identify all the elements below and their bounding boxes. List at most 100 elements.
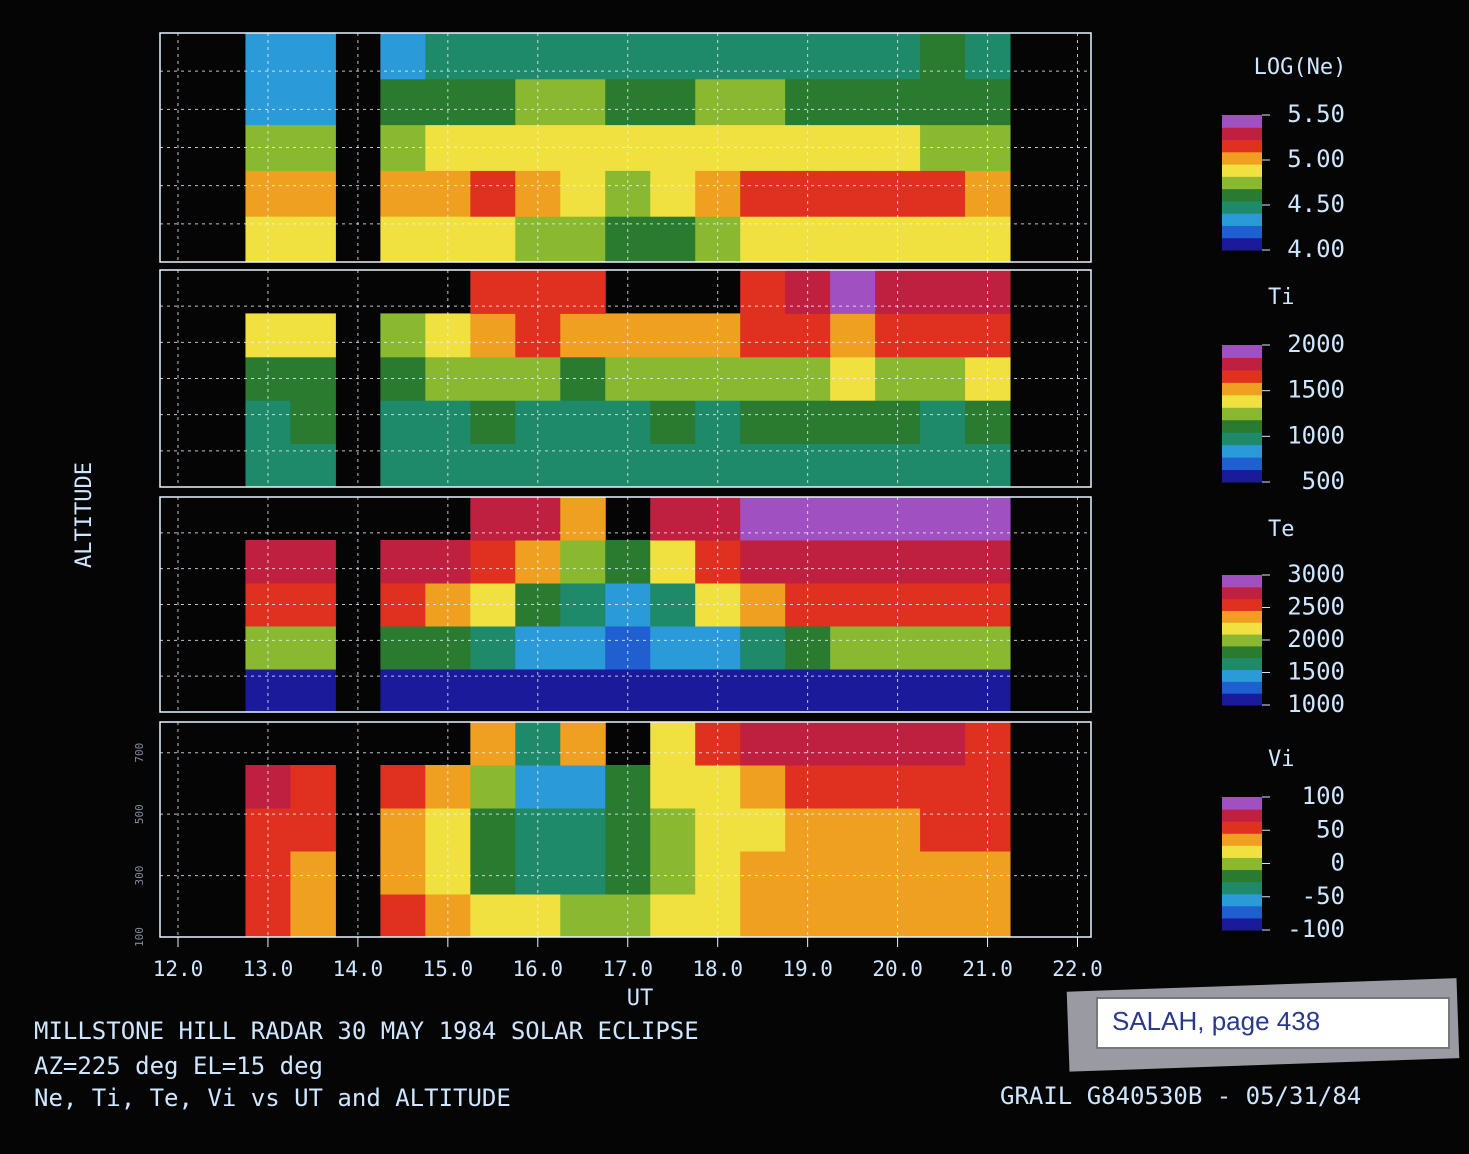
heat-cell: [650, 400, 696, 445]
heat-cell: [560, 497, 606, 541]
heat-cell: [290, 540, 336, 584]
heat-cell: [380, 313, 426, 358]
heat-cell: [875, 851, 921, 895]
heat-cell: [470, 497, 516, 541]
heat-cell: [650, 313, 696, 358]
x-tick-label: 15.0: [423, 957, 474, 981]
heat-cell: [605, 851, 651, 895]
stamp: GRAIL G840530B - 05/31/84: [1000, 1082, 1361, 1110]
colorbar-tick-label: 3000: [1287, 560, 1345, 588]
heat-cell: [740, 400, 786, 445]
colorbar-swatch: [1222, 845, 1262, 858]
heat-cell: [650, 216, 696, 263]
heat-cell: [785, 851, 831, 895]
colorbar-swatch: [1222, 857, 1262, 871]
heat-cell: [290, 443, 336, 488]
heat-cell: [695, 894, 741, 938]
heat-cell: [605, 669, 651, 713]
heat-cell: [470, 722, 516, 766]
colorbar-swatch: [1222, 610, 1262, 623]
heat-cell: [830, 722, 876, 766]
heat-cell: [290, 313, 336, 358]
heat-cell: [560, 894, 606, 938]
heat-cell: [380, 443, 426, 488]
caption-line: MILLSTONE HILL RADAR 30 MAY 1984 SOLAR E…: [34, 1017, 699, 1045]
colorbar-swatch: [1222, 225, 1262, 239]
colorbar-tick-label: 2000: [1287, 625, 1345, 653]
colorbar-swatch: [1222, 657, 1262, 671]
heat-cell: [650, 443, 696, 488]
heat-cell: [650, 33, 696, 80]
heat-cell: [515, 669, 561, 713]
heat-cell: [740, 270, 786, 314]
heat-cell: [740, 216, 786, 263]
colorbar-tick-label: 500: [1302, 467, 1345, 495]
heat-cell: [920, 540, 966, 584]
heat-cell: [830, 669, 876, 713]
x-tick-label: 21.0: [962, 957, 1013, 981]
heat-cell: [740, 765, 786, 809]
heat-cell: [965, 894, 1011, 938]
heat-cell: [920, 497, 966, 541]
heat-cell: [560, 851, 606, 895]
colorbar-tick-label: 1000: [1287, 421, 1345, 449]
colorbar-swatch: [1222, 681, 1262, 694]
heat-cell: [560, 270, 606, 314]
colorbar-swatch: [1222, 419, 1262, 433]
colorbar-title: Ti: [1268, 285, 1295, 310]
heat-cell: [515, 851, 561, 895]
colorbar-swatch: [1222, 200, 1262, 214]
heat-cell: [830, 626, 876, 670]
colorbar-swatch: [1222, 598, 1262, 611]
heat-cell: [785, 400, 831, 445]
heat-cell: [965, 400, 1011, 445]
heat-cell: [740, 626, 786, 670]
heat-cell: [965, 851, 1011, 895]
colorbar-swatch: [1222, 634, 1262, 647]
colorbar-swatch: [1222, 432, 1262, 446]
heat-cell: [695, 356, 741, 401]
y-tick-label: 500: [133, 804, 146, 824]
heat-cell: [560, 669, 606, 713]
heat-cell: [740, 669, 786, 713]
heat-cell: [920, 851, 966, 895]
heat-cell: [605, 626, 651, 670]
heat-cell: [740, 313, 786, 358]
heat-cell: [380, 540, 426, 584]
heat-cell: [830, 170, 876, 217]
heat-cell: [560, 170, 606, 217]
heat-cell: [245, 894, 291, 938]
x-tick-label: 17.0: [602, 957, 653, 981]
heat-cell: [650, 540, 696, 584]
heat-cell: [740, 78, 786, 126]
x-tick-label: 20.0: [872, 957, 923, 981]
colorbar-swatch: [1222, 394, 1262, 408]
x-axis-label: UT: [627, 986, 654, 1011]
heat-cell: [650, 851, 696, 895]
heat-cell: [425, 626, 471, 670]
heat-cell: [380, 808, 426, 852]
heat-cell: [920, 808, 966, 852]
colorbar-tick-label: 2000: [1287, 330, 1345, 358]
heat-cell: [380, 216, 426, 263]
panel-frame: [159, 496, 1092, 713]
colorbar-swatch: [1222, 575, 1262, 588]
heat-cell: [650, 78, 696, 126]
colorbar-swatch: [1222, 357, 1262, 371]
heat-cell: [650, 894, 696, 938]
heat-cell: [560, 400, 606, 445]
heat-cell: [740, 894, 786, 938]
colorbar-swatch: [1222, 188, 1262, 202]
heat-cell: [740, 851, 786, 895]
heat-cell: [785, 894, 831, 938]
colorbar-swatch: [1222, 444, 1262, 458]
heat-cell: [695, 626, 741, 670]
heat-cell: [830, 400, 876, 445]
heat-cell: [425, 669, 471, 713]
heat-cell: [290, 894, 336, 938]
note-label: SALAH, page 438: [1066, 978, 1460, 1072]
heat-cell: [380, 894, 426, 938]
heat-cell: [920, 33, 966, 80]
heat-cell: [830, 270, 876, 314]
heat-cell: [875, 626, 921, 670]
